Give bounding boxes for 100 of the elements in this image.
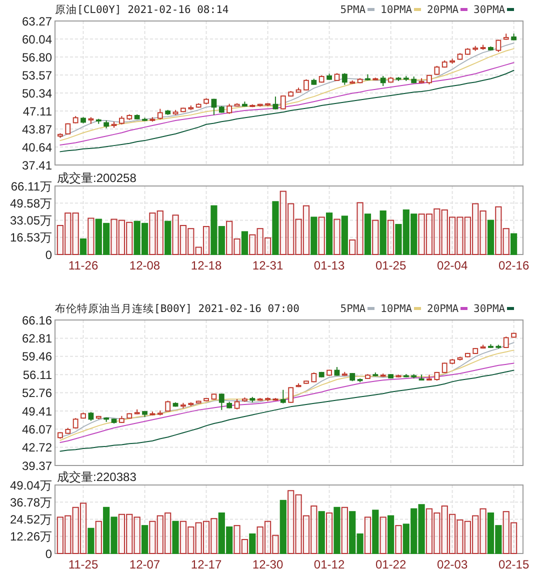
bar xyxy=(195,522,202,554)
x-tick-label: 02-03 xyxy=(436,558,468,572)
legend-label: 10PMA xyxy=(380,303,413,315)
bar xyxy=(164,220,172,255)
legend-label: 10PMA xyxy=(380,4,413,16)
bar xyxy=(202,226,210,255)
bar xyxy=(472,515,479,554)
bar xyxy=(510,522,518,554)
chart-title: 成交量:200258 xyxy=(57,171,137,185)
y-tick-label: 56.80 xyxy=(22,50,52,64)
bar xyxy=(56,224,64,255)
bar xyxy=(264,237,272,255)
bar xyxy=(502,511,510,554)
y-tick-label: 66.16 xyxy=(22,313,52,328)
bar xyxy=(280,190,286,255)
bar xyxy=(341,216,348,255)
y-tick-label: 16.53万 xyxy=(10,230,52,245)
bar xyxy=(495,206,502,255)
candlestick xyxy=(304,78,309,91)
bar xyxy=(210,518,218,554)
candlestick xyxy=(72,418,78,429)
bar xyxy=(88,218,94,255)
legend-label: 5PMA xyxy=(340,4,366,16)
bar xyxy=(456,216,464,255)
bar xyxy=(480,210,486,255)
y-tick-label: 33.05万 xyxy=(10,214,52,228)
y-tick-label: 60.04 xyxy=(22,32,52,46)
bar xyxy=(188,228,194,255)
y-tick-label: 49.04万 xyxy=(10,478,52,492)
y-tick-label: 53.57 xyxy=(22,68,52,82)
bar xyxy=(156,210,164,255)
bar xyxy=(288,490,294,554)
bar xyxy=(418,214,425,255)
x-tick-label: 12-07 xyxy=(129,558,160,572)
bar xyxy=(272,534,279,554)
legend-label: 30PMA xyxy=(474,4,506,16)
bar xyxy=(302,515,310,554)
y-tick-label: 63.27 xyxy=(22,14,52,28)
bar xyxy=(64,212,72,255)
bar xyxy=(426,214,433,255)
bar xyxy=(72,506,79,554)
bar xyxy=(234,238,240,255)
y-tick-label: 49.41 xyxy=(22,404,52,418)
bar xyxy=(118,220,126,255)
bar xyxy=(164,512,172,554)
y-tick-label: 47.11 xyxy=(22,104,52,118)
bar xyxy=(434,208,440,255)
bar xyxy=(448,216,456,255)
legend-label: 30PMA xyxy=(474,303,506,315)
x-tick-label: 11-26 xyxy=(68,258,98,272)
bar xyxy=(126,514,133,554)
bar xyxy=(326,512,333,554)
bar xyxy=(434,512,440,554)
bar xyxy=(472,203,479,255)
bar xyxy=(110,218,118,255)
bar xyxy=(464,520,471,554)
candlestick xyxy=(280,94,286,110)
bar xyxy=(510,233,518,255)
x-tick-label: 11-25 xyxy=(68,558,98,572)
candlestick xyxy=(288,386,294,404)
bar xyxy=(226,220,233,255)
bar xyxy=(64,515,72,554)
y-tick-label: 50.34 xyxy=(22,86,52,100)
bar xyxy=(241,231,248,255)
bar xyxy=(118,514,126,554)
bar xyxy=(318,511,325,554)
bar xyxy=(349,239,356,255)
x-tick-label: 02-04 xyxy=(436,258,468,272)
x-tick-label: 01-22 xyxy=(375,558,406,572)
bar xyxy=(249,533,256,554)
bar xyxy=(318,216,325,255)
y-tick-label: 0 xyxy=(45,546,52,561)
bar xyxy=(341,506,348,554)
x-tick-label: 01-13 xyxy=(314,258,345,272)
x-tick-label: 01-25 xyxy=(375,258,406,272)
bar xyxy=(356,202,364,255)
bar xyxy=(149,212,156,255)
bar xyxy=(448,514,456,554)
x-tick-label: 02-15 xyxy=(498,558,530,572)
candlestick xyxy=(342,72,348,86)
bar xyxy=(364,516,372,554)
y-tick-label: 0 xyxy=(45,248,52,262)
bar xyxy=(72,212,79,255)
y-tick-label: 59.46 xyxy=(22,350,52,364)
bar xyxy=(464,216,471,255)
bar xyxy=(195,246,202,255)
bar xyxy=(188,526,194,554)
bar xyxy=(126,222,133,255)
x-tick-label: 12-08 xyxy=(129,258,160,272)
bar xyxy=(202,520,210,554)
x-tick-label: 12-31 xyxy=(252,258,284,272)
bar xyxy=(395,525,402,554)
y-tick-label: 40.64 xyxy=(22,140,52,154)
candlestick xyxy=(226,103,232,114)
bar xyxy=(372,510,379,554)
bar xyxy=(141,525,148,554)
line-series xyxy=(60,370,514,452)
bar xyxy=(234,525,240,554)
bar xyxy=(380,210,386,255)
bar xyxy=(441,209,448,255)
